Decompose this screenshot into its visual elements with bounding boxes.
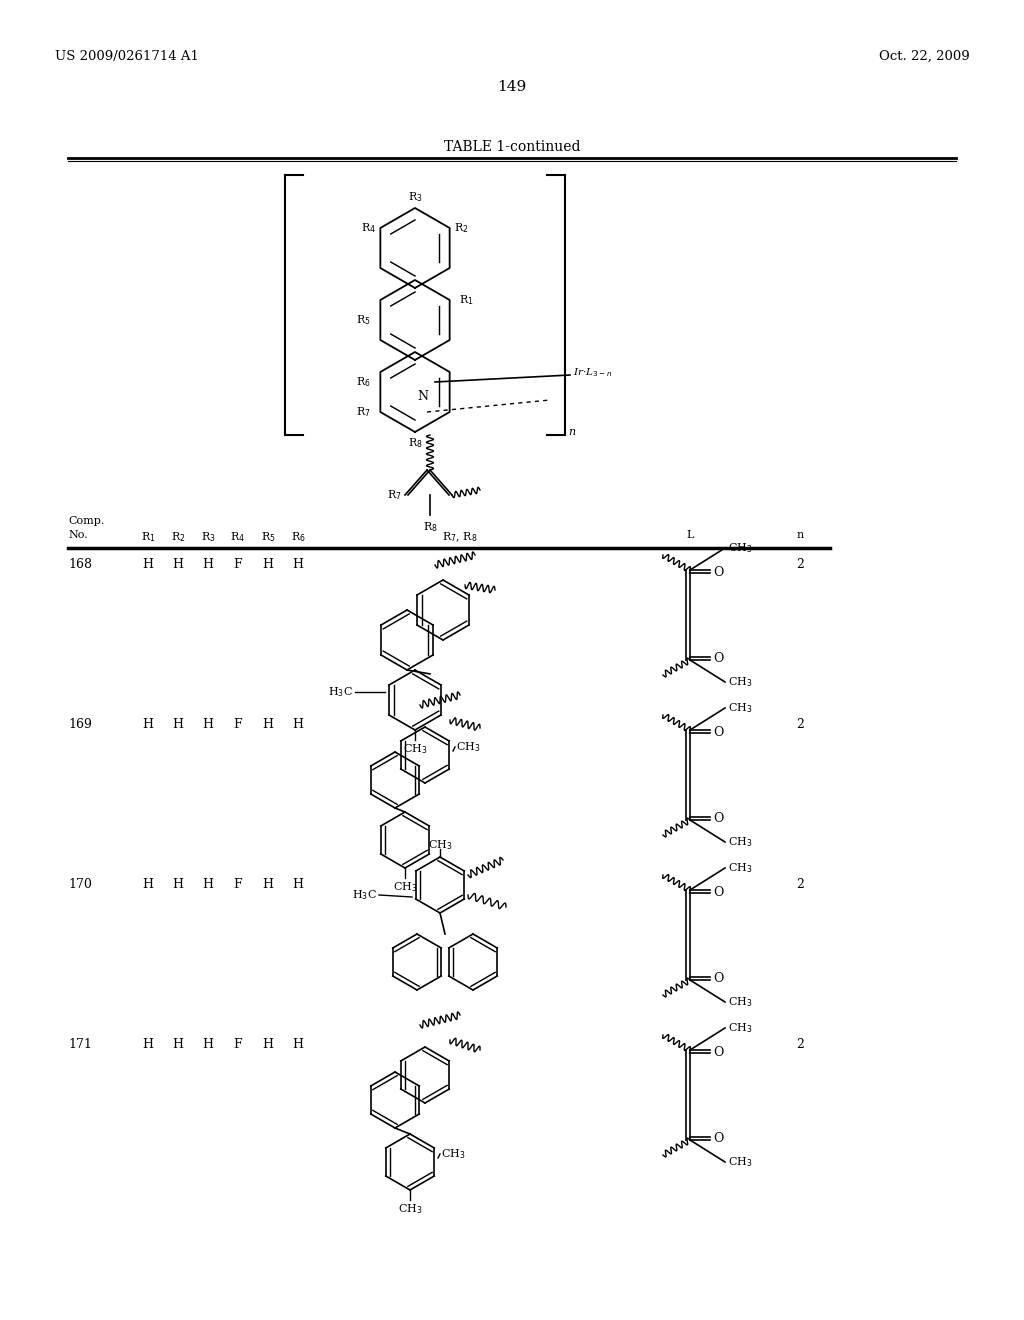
Text: H: H (172, 558, 183, 572)
Text: O: O (713, 812, 723, 825)
Text: 169: 169 (68, 718, 92, 731)
Text: CH$_3$: CH$_3$ (728, 836, 753, 849)
Text: H: H (172, 718, 183, 731)
Text: CH$_3$: CH$_3$ (728, 541, 753, 554)
Text: H: H (203, 718, 213, 731)
Text: R$_6$: R$_6$ (291, 531, 305, 544)
Text: 149: 149 (498, 81, 526, 94)
Text: R$_6$: R$_6$ (356, 375, 371, 389)
Text: N: N (418, 391, 428, 404)
Text: R$_1$: R$_1$ (459, 293, 474, 306)
Text: R$_7$: R$_7$ (356, 405, 371, 418)
Text: CH$_3$: CH$_3$ (728, 1022, 753, 1035)
Text: R$_8$: R$_8$ (423, 520, 437, 533)
Text: Comp.: Comp. (68, 516, 104, 525)
Text: R$_5$: R$_5$ (356, 313, 371, 327)
Text: H: H (172, 878, 183, 891)
Text: CH$_3$: CH$_3$ (428, 838, 453, 851)
Text: R$_5$: R$_5$ (261, 531, 275, 544)
Text: F: F (233, 558, 243, 572)
Text: R$_4$: R$_4$ (230, 531, 246, 544)
Text: O: O (713, 1045, 723, 1059)
Text: H: H (203, 878, 213, 891)
Text: CH$_3$: CH$_3$ (728, 861, 753, 875)
Text: CH$_3$: CH$_3$ (728, 995, 753, 1008)
Text: 2: 2 (796, 558, 804, 572)
Text: TABLE 1-continued: TABLE 1-continued (443, 140, 581, 154)
Text: No.: No. (68, 531, 88, 540)
Text: O: O (713, 652, 723, 664)
Text: L: L (686, 531, 693, 540)
Text: CH$_3$: CH$_3$ (402, 742, 427, 756)
Text: F: F (233, 1038, 243, 1051)
Text: H: H (293, 878, 303, 891)
Text: R$_2$: R$_2$ (454, 220, 468, 235)
Text: H: H (262, 558, 273, 572)
Text: 2: 2 (796, 718, 804, 731)
Text: O: O (713, 1131, 723, 1144)
Text: CH$_3$: CH$_3$ (456, 741, 480, 754)
Text: R$_7$, R$_8$: R$_7$, R$_8$ (442, 531, 478, 544)
Text: Oct. 22, 2009: Oct. 22, 2009 (880, 50, 970, 63)
Text: CH$_3$: CH$_3$ (397, 1203, 422, 1216)
Text: 2: 2 (796, 878, 804, 891)
Text: O: O (713, 565, 723, 578)
Text: H: H (142, 878, 154, 891)
Text: H: H (293, 718, 303, 731)
Text: CH$_3$: CH$_3$ (441, 1147, 466, 1160)
Text: R$_7$: R$_7$ (387, 488, 402, 502)
Text: H: H (203, 558, 213, 572)
Text: F: F (233, 718, 243, 731)
Text: 2: 2 (796, 1038, 804, 1051)
Text: n: n (568, 426, 575, 437)
Text: F: F (233, 878, 243, 891)
Text: CH$_3$: CH$_3$ (393, 880, 418, 894)
Text: n: n (797, 531, 804, 540)
Text: 170: 170 (68, 878, 92, 891)
Text: CH$_3$: CH$_3$ (728, 675, 753, 689)
Text: O: O (713, 886, 723, 899)
Text: O: O (713, 972, 723, 985)
Text: H: H (203, 1038, 213, 1051)
Text: 171: 171 (68, 1038, 92, 1051)
Text: US 2009/0261714 A1: US 2009/0261714 A1 (55, 50, 199, 63)
Text: H: H (293, 1038, 303, 1051)
Text: Ir·L$_{3-n}$: Ir·L$_{3-n}$ (573, 367, 612, 379)
Text: R$_8$: R$_8$ (408, 436, 423, 450)
Text: H: H (262, 878, 273, 891)
Text: H: H (262, 718, 273, 731)
Text: H: H (142, 718, 154, 731)
Text: 168: 168 (68, 558, 92, 572)
Text: CH$_3$: CH$_3$ (728, 1155, 753, 1170)
Text: H: H (172, 1038, 183, 1051)
Text: R$_3$: R$_3$ (201, 531, 215, 544)
Text: H$_3$C: H$_3$C (328, 685, 353, 698)
Text: R$_4$: R$_4$ (361, 220, 377, 235)
Text: H: H (142, 1038, 154, 1051)
Text: R$_3$: R$_3$ (408, 190, 422, 205)
Text: H: H (262, 1038, 273, 1051)
Text: CH$_3$: CH$_3$ (728, 701, 753, 715)
Text: H: H (293, 558, 303, 572)
Text: H$_3$C: H$_3$C (352, 888, 377, 902)
Text: R$_2$: R$_2$ (171, 531, 185, 544)
Text: O: O (713, 726, 723, 738)
Text: H: H (142, 558, 154, 572)
Text: R$_1$: R$_1$ (140, 531, 156, 544)
